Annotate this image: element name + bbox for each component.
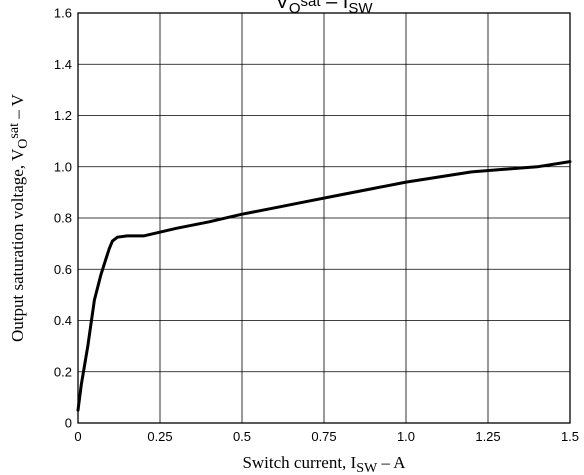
x-axis-label: Switch current, ISW – A	[242, 453, 406, 475]
y-tick-label: 0.6	[54, 262, 72, 277]
grid-lines	[77, 12, 571, 424]
y-tick-label: 0.4	[54, 313, 72, 328]
x-tick-label: 1.5	[561, 429, 579, 444]
y-tick-label: 0.2	[54, 364, 72, 379]
y-axis-label: Output saturation voltage, VOsat – V	[7, 93, 31, 342]
plot-frame	[77, 12, 571, 424]
y-tick-label: 1.0	[54, 159, 72, 174]
y-tick-label: 1.2	[54, 108, 72, 123]
x-tick-labels: 0 0.25 0.5 0.75 1.0 1.25 1.5	[74, 429, 579, 444]
x-tick-label: 1.25	[475, 429, 500, 444]
y-tick-label: 1.4	[54, 57, 72, 72]
x-tick-label: 0.25	[147, 429, 172, 444]
y-tick-label: 0.8	[54, 211, 72, 226]
series-line	[76, 160, 572, 412]
x-tick-label: 1.0	[397, 429, 415, 444]
chart-title: VOsat – ISW	[276, 0, 374, 17]
x-tick-label: 0.75	[311, 429, 336, 444]
y-tick-labels: 0 0.2 0.4 0.6 0.8 1.0 1.2 1.4 1.6	[54, 6, 72, 431]
x-tick-label: 0.5	[233, 429, 251, 444]
x-tick-label: 0	[74, 429, 81, 444]
y-tick-label: 0	[65, 416, 72, 431]
y-tick-label: 1.6	[54, 6, 72, 21]
